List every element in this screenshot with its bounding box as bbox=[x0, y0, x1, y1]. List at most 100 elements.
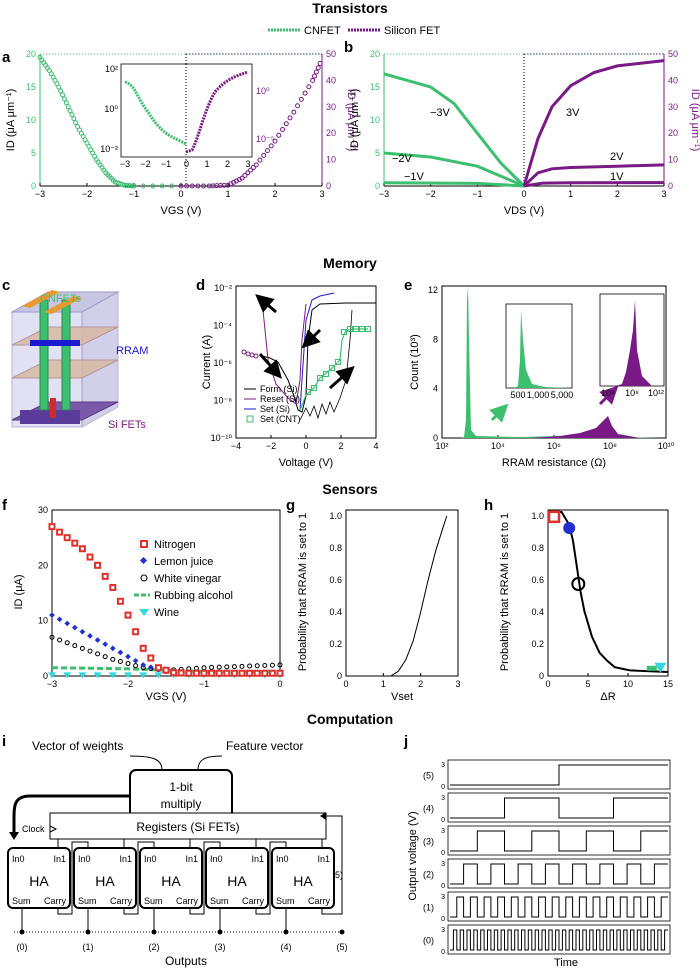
silicon-data-point bbox=[245, 170, 251, 176]
set-cnt-marker bbox=[341, 329, 347, 335]
legend-nitrogen: Nitrogen bbox=[154, 539, 196, 551]
panel-b-curve bbox=[383, 72, 526, 188]
ha-label: HA bbox=[95, 873, 115, 889]
panel-e-ylabel: Count (10³) bbox=[409, 334, 421, 390]
panel-a-yl-tick-label: 10 bbox=[26, 115, 36, 125]
silicon-data-point bbox=[268, 143, 274, 149]
white-vinegar-data-point bbox=[95, 651, 101, 657]
panel-e-xlabel: RRAM resistance (Ω) bbox=[502, 457, 606, 469]
wine-data-point bbox=[139, 672, 148, 679]
legend-cnfet-label: CNFET bbox=[304, 25, 341, 37]
panel-letter-j: j bbox=[403, 733, 408, 750]
legend-set-si: Set (Si) bbox=[260, 404, 290, 414]
white-vinegar-data-point bbox=[247, 663, 253, 669]
curve-label-1v: 1V bbox=[610, 171, 624, 183]
panel-h-x-tick-label: 5 bbox=[585, 679, 590, 689]
panel-a-yr-tick-label: 30 bbox=[326, 102, 336, 112]
white-vinegar-data-point bbox=[64, 640, 70, 646]
white-vinegar-data-point bbox=[87, 648, 93, 654]
white-vinegar-data-point bbox=[269, 662, 275, 668]
panel-h-y-tick-label: 0.6 bbox=[531, 575, 544, 585]
white-vinegar-data-point bbox=[102, 654, 108, 660]
ha-in0-label: In0 bbox=[12, 854, 25, 864]
waveform-row: 3 0 (0) bbox=[423, 924, 671, 956]
nitrogen-data-point bbox=[268, 669, 276, 677]
nitrogen-data-point bbox=[116, 597, 124, 605]
panel-b-yr-tick-label: 10 bbox=[668, 155, 678, 165]
panel-h-y-tick-label: 1.0 bbox=[531, 511, 544, 521]
panel-a-x-tick-label: 2 bbox=[272, 189, 277, 199]
cnfet-data-point bbox=[67, 108, 73, 114]
panel-d-x-tick-label: 2 bbox=[338, 441, 343, 451]
feedback-label: (5) bbox=[332, 870, 343, 880]
panel-g-x-tick-label: 1 bbox=[381, 679, 386, 689]
inset-x-tick-label: 2 bbox=[225, 159, 230, 169]
panel-c-illustration: CNFETs RRAM Si FETs bbox=[10, 290, 148, 431]
inset-yl-tick-label: 10² bbox=[105, 64, 118, 74]
panel-d-x-tick-label: −4 bbox=[231, 441, 241, 451]
panel-letter-f: f bbox=[2, 497, 8, 514]
panel-letter-c: c bbox=[2, 277, 10, 294]
silicon-data-point bbox=[178, 183, 184, 189]
waveform-tick-bottom: 0 bbox=[441, 883, 445, 890]
panel-g-chart: 0 1 2 3 0 0.2 0.4 0.6 0.8 1.0 Vset Probability th… bbox=[297, 509, 461, 703]
waveform-tick-top: 3 bbox=[441, 894, 445, 901]
panel-a-yl-tick-label: 5 bbox=[31, 148, 36, 158]
panel-letter-d: d bbox=[196, 277, 205, 294]
inset-green-tick-label: 500 bbox=[510, 390, 525, 400]
nitrogen-data-point bbox=[200, 669, 208, 677]
cnfet-data-point bbox=[131, 183, 137, 189]
ha-carry-label: Carry bbox=[110, 896, 132, 906]
silicon-data-point bbox=[276, 132, 282, 138]
panel-a-yr-tick-label: 0 bbox=[326, 181, 331, 191]
white-vinegar-data-point bbox=[201, 665, 207, 671]
inset-yr-tick-label: 10⁻⁵ bbox=[256, 134, 275, 144]
silicon-data-point bbox=[306, 84, 312, 90]
panel-b-curve bbox=[522, 163, 665, 188]
inset-x-tick-label: 3 bbox=[245, 159, 250, 169]
waveform-row-label: (4) bbox=[423, 804, 434, 814]
lemon-juice-data-point bbox=[117, 649, 124, 656]
output-node bbox=[217, 929, 223, 935]
waveform-row-label: (0) bbox=[423, 936, 434, 946]
cnfet-data-point bbox=[150, 183, 156, 189]
panel-g-xlabel: Vset bbox=[391, 691, 413, 703]
set-cnt-marker bbox=[323, 371, 329, 377]
waveform-row: 3 0 (2) bbox=[423, 858, 671, 890]
panel-j-xlabel: Time bbox=[554, 957, 578, 969]
white-vinegar-data-point bbox=[262, 662, 268, 668]
ha-in1-label: In1 bbox=[185, 854, 198, 864]
white-vinegar-data-point bbox=[117, 658, 123, 664]
waveform-row-label: (2) bbox=[423, 870, 434, 880]
panel-b-x-tick-label: 3 bbox=[661, 189, 666, 199]
inset-x-tick-label: 1 bbox=[204, 159, 209, 169]
silicon-data-point bbox=[248, 167, 254, 173]
lemon-juice-data-point bbox=[79, 628, 86, 635]
panel-a-yl-tick-label: 0 bbox=[31, 181, 36, 191]
output-node bbox=[339, 929, 345, 935]
silicon-data-point bbox=[313, 69, 319, 75]
inset-x-tick-label: −2 bbox=[140, 159, 150, 169]
panel-i-diagram: Vector of weights Feature vector 1-bit m… bbox=[7, 739, 348, 968]
cnfet-data-point bbox=[61, 96, 67, 102]
silicon-data-point bbox=[272, 138, 278, 144]
cnfet-data-point bbox=[159, 183, 165, 189]
half-adder-block: In0 In1 HA Sum Carry bbox=[73, 839, 155, 932]
panel-h-x-tick-label: 15 bbox=[663, 679, 673, 689]
panel-letter-e: e bbox=[404, 277, 412, 294]
half-adder-box bbox=[7, 847, 71, 909]
panel-h-x-tick-label: 10 bbox=[623, 679, 633, 689]
output-number-label: (5) bbox=[337, 942, 348, 952]
waveform-tick-bottom: 0 bbox=[441, 817, 445, 824]
cnfet-data-point bbox=[69, 112, 75, 118]
panel-b-ylabel-left: ID (μA μm⁻¹) bbox=[349, 89, 361, 151]
silicon-data-point bbox=[184, 183, 190, 189]
cnfet-data-point bbox=[140, 183, 146, 189]
panel-h-y-tick-label: 0.8 bbox=[531, 543, 544, 553]
label-vector-of-weights: Vector of weights bbox=[32, 739, 123, 753]
curve-label-neg3v: −3V bbox=[430, 107, 451, 119]
lemon-juice-data-point bbox=[140, 662, 147, 668]
panel-e-x-tick-label: 10⁶ bbox=[547, 441, 561, 451]
panel-e-y-tick-label: 12 bbox=[428, 285, 438, 295]
